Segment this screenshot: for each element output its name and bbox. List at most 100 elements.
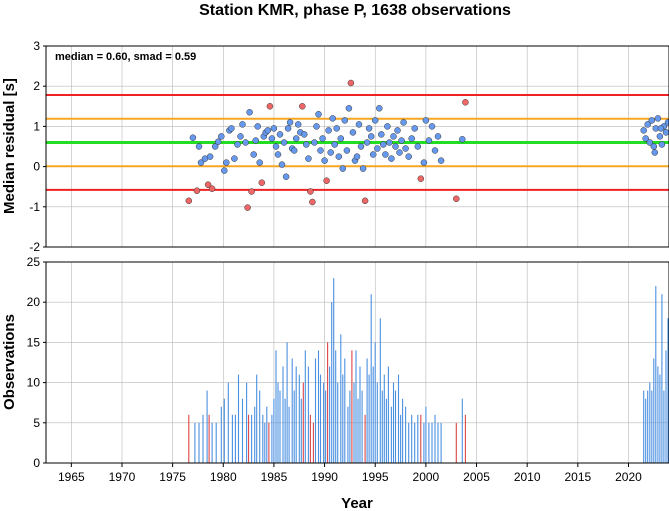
residual-point xyxy=(246,109,253,116)
residual-point xyxy=(237,133,244,140)
residual-point xyxy=(662,129,669,136)
outlier-point xyxy=(299,103,306,110)
residual-point xyxy=(380,141,387,148)
residual-point xyxy=(400,119,407,126)
residual-point xyxy=(268,135,276,142)
residual-point xyxy=(290,147,298,154)
outlier-point xyxy=(323,177,330,184)
x-tick-label: 1985 xyxy=(261,470,288,484)
residual-point xyxy=(303,141,310,148)
residual-point xyxy=(276,131,284,138)
x-axis-label: Year xyxy=(341,495,373,511)
x-tick-label: 1970 xyxy=(109,470,136,484)
residual-point xyxy=(214,138,222,145)
outlier-point xyxy=(244,204,251,211)
residual-point xyxy=(355,121,363,128)
outlier-point xyxy=(307,188,314,195)
residual-point xyxy=(382,151,389,158)
residual-point xyxy=(254,123,261,130)
residual-point xyxy=(327,149,334,156)
residual-point xyxy=(242,139,249,146)
observations-x-ticks: 1965 1970 1975 1980 1985 1990 1995 2000 2005 2010… xyxy=(58,463,642,484)
residual-point xyxy=(223,159,230,166)
residual-point xyxy=(405,153,412,160)
residual-y-tick-label: -2 xyxy=(29,240,40,254)
observations-y-tick-label: 25 xyxy=(27,255,41,269)
residual-point xyxy=(305,155,312,162)
residual-point xyxy=(402,145,409,152)
residual-point xyxy=(357,143,365,150)
residual-point xyxy=(280,139,288,146)
residual-point xyxy=(371,117,379,124)
observations-y-axis-label: Observations xyxy=(1,314,18,410)
residual-point xyxy=(195,143,203,150)
residual-point xyxy=(656,133,664,140)
residual-point xyxy=(363,139,371,146)
residual-point xyxy=(422,117,430,124)
x-tick-label: 1975 xyxy=(159,470,186,484)
observations-panel: 0 5 10 15 20 25 1965 1970 1975 1980 1985 1990 1995 2… xyxy=(1,255,669,511)
observations-bars xyxy=(188,278,669,463)
residual-point xyxy=(252,137,259,144)
residual-point xyxy=(644,121,651,128)
residual-point xyxy=(353,153,361,160)
residual-point xyxy=(646,139,654,146)
residual-point xyxy=(250,151,257,158)
x-tick-label: 1980 xyxy=(210,470,237,484)
observations-y-tick-label: 0 xyxy=(33,456,40,470)
residual-point xyxy=(197,159,205,166)
residual-point xyxy=(272,143,280,150)
residual-point xyxy=(282,173,290,180)
observations-y-tick-label: 15 xyxy=(27,335,41,349)
x-tick-label: 2000 xyxy=(413,470,440,484)
residual-point xyxy=(640,127,647,134)
x-tick-label: 2015 xyxy=(564,470,591,484)
outlier-point xyxy=(309,198,316,206)
residual-point xyxy=(231,155,238,162)
observations-plot-frame xyxy=(45,261,669,464)
residual-point xyxy=(378,131,385,138)
residual-point xyxy=(333,125,340,132)
residual-point xyxy=(414,143,422,150)
outlier-point xyxy=(185,197,193,205)
residual-y-axis-label: Median residual [s] xyxy=(1,78,18,214)
residual-annotation: median = 0.60, smad = 0.59 xyxy=(55,51,196,63)
residual-point xyxy=(339,165,347,172)
observations-y-tick-label: 20 xyxy=(27,295,41,309)
residual-point xyxy=(345,105,353,112)
chart-title: Station KMR, phase P, 1638 observations xyxy=(199,2,511,19)
outlier-point xyxy=(462,99,469,106)
observations-y-tick-label: 10 xyxy=(27,376,41,390)
residual-point xyxy=(313,123,320,130)
residual-y-tick-label: 2 xyxy=(33,79,40,93)
residual-point xyxy=(189,134,197,141)
observations-y-tick-label: 5 xyxy=(33,416,40,430)
outlier-point xyxy=(347,79,355,87)
residual-plot-frame xyxy=(45,45,669,248)
residual-point xyxy=(398,137,405,144)
residual-point xyxy=(664,119,669,126)
residual-point xyxy=(286,119,294,126)
residual-point xyxy=(211,143,219,150)
residual-point xyxy=(239,121,246,128)
x-tick-label: 1965 xyxy=(58,470,85,484)
residual-point xyxy=(325,127,332,134)
outlier-point xyxy=(193,187,201,194)
residual-point xyxy=(386,139,393,146)
residual-point xyxy=(270,125,278,132)
residual-panel: median = 0.60, smad = 0.59 -2 -1 0 1 2 3 Medi… xyxy=(1,39,669,254)
x-tick-label: 1990 xyxy=(311,470,338,484)
residual-point xyxy=(658,141,666,148)
outlier-point xyxy=(266,103,274,110)
residual-y-tick-label: -1 xyxy=(29,200,40,214)
residual-y-tick-label: 1 xyxy=(33,119,40,133)
outlier-point xyxy=(361,197,369,205)
residual-point xyxy=(420,159,428,166)
residual-point xyxy=(434,133,442,140)
residual-point xyxy=(431,147,439,154)
residual-y-tick-label: 3 xyxy=(33,39,40,53)
outlier-point xyxy=(258,179,266,186)
residual-point xyxy=(331,141,338,148)
observations-y-ticks: 0 5 10 15 20 25 xyxy=(27,255,46,470)
